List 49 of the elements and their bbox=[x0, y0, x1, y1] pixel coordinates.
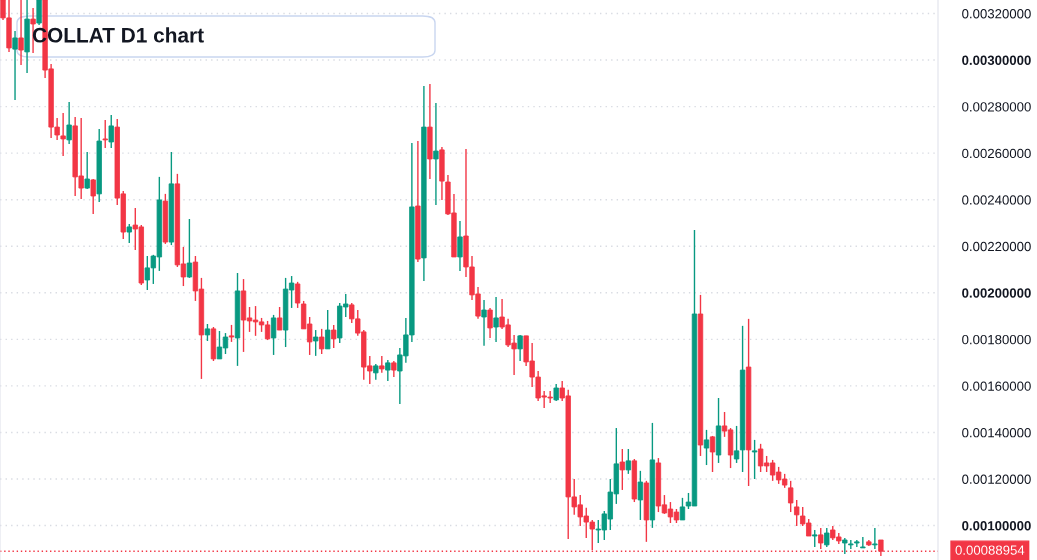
candlestick bbox=[818, 527, 824, 550]
candlestick bbox=[319, 328, 325, 355]
candlestick bbox=[12, 30, 18, 101]
candlestick bbox=[788, 480, 794, 513]
candlestick bbox=[794, 499, 800, 527]
candlestick bbox=[487, 307, 493, 339]
ref-line-label: 0.00088954 bbox=[955, 545, 1025, 555]
candlestick bbox=[331, 324, 337, 349]
y-tick-label: 0.00220000 bbox=[962, 241, 1031, 252]
candlestick bbox=[457, 220, 463, 272]
y-tick-label: 0.00160000 bbox=[962, 381, 1031, 391]
candlestick bbox=[709, 435, 716, 473]
candlestick bbox=[102, 119, 108, 149]
y-tick-label: 0.00300000 bbox=[962, 55, 1031, 65]
y-tick-label: 0.00280000 bbox=[962, 102, 1031, 112]
candlestick bbox=[751, 439, 758, 480]
candlestick bbox=[433, 102, 439, 206]
candlestick bbox=[108, 114, 114, 149]
candlestick bbox=[493, 296, 499, 343]
y-tick-label: 0.00120000 bbox=[962, 474, 1031, 484]
candlestick bbox=[313, 329, 319, 357]
candlestick bbox=[90, 178, 96, 215]
candlestick bbox=[276, 306, 283, 331]
y-tick-label: 0.00320000 bbox=[962, 9, 1031, 19]
candlestick bbox=[270, 314, 277, 356]
candlestick bbox=[84, 151, 90, 190]
candlestick bbox=[637, 470, 644, 521]
candlestick bbox=[379, 355, 385, 374]
candlestick bbox=[619, 448, 625, 491]
candlestick bbox=[517, 334, 523, 362]
candlestick bbox=[36, 0, 42, 26]
candlestick bbox=[18, 0, 24, 66]
candlestick bbox=[385, 359, 391, 382]
y-tick-label: 0.00260000 bbox=[962, 148, 1031, 159]
y-tick-label: 0.00180000 bbox=[962, 334, 1031, 345]
candlestick bbox=[481, 299, 487, 347]
candlestick bbox=[66, 101, 72, 145]
y-tick-label: 0.00240000 bbox=[962, 195, 1031, 205]
candlestick bbox=[860, 536, 866, 549]
y-tick-label: 0.00200000 bbox=[962, 288, 1031, 298]
candlestick bbox=[703, 429, 710, 466]
candlestick bbox=[186, 218, 193, 279]
candlestick bbox=[325, 309, 331, 350]
candlestick bbox=[824, 527, 830, 548]
candlestick bbox=[126, 223, 132, 244]
y-tick-label: 0.00100000 bbox=[962, 521, 1031, 531]
candlestick bbox=[872, 527, 878, 550]
candlestick bbox=[625, 448, 632, 475]
y-tick-label: 0.00140000 bbox=[962, 428, 1031, 438]
